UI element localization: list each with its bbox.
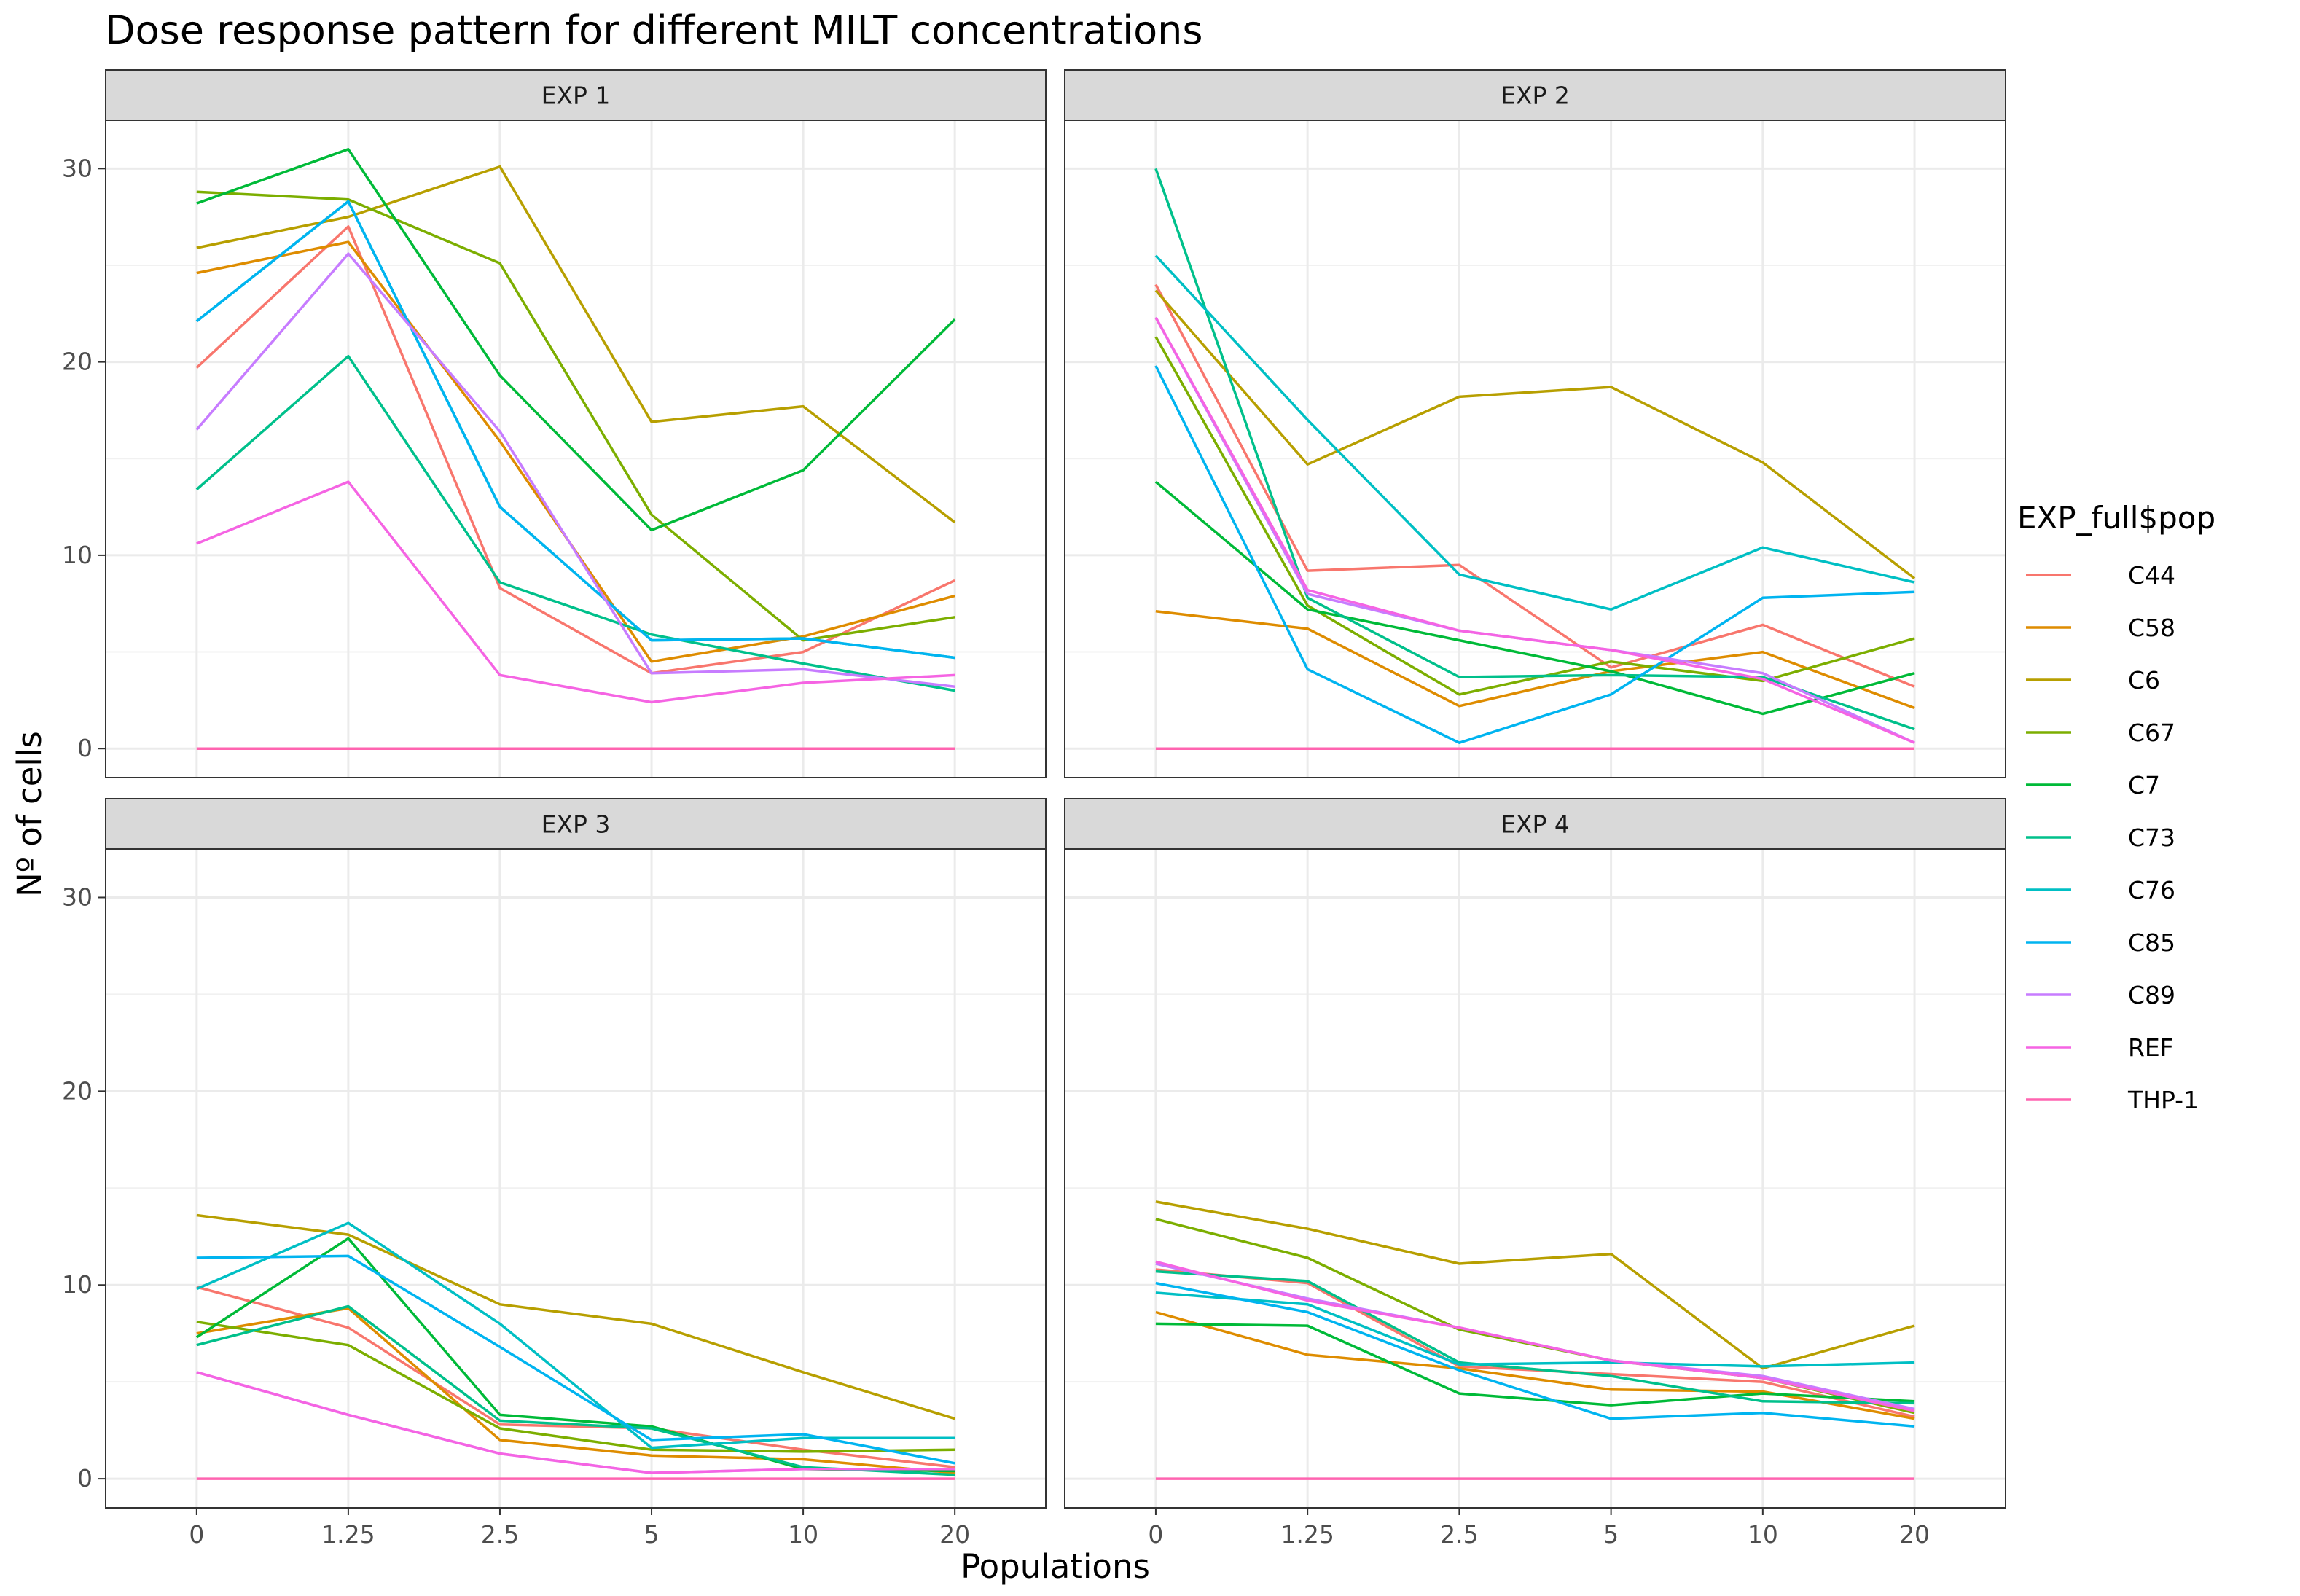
- series-line-c76: [1154, 254, 1915, 611]
- facet-strip: [105, 69, 1047, 121]
- x-tick-label: 0: [189, 1520, 204, 1549]
- series-line-c67: [196, 1321, 955, 1453]
- legend-label: C67: [2128, 719, 2175, 747]
- facet-strip: [105, 798, 1047, 850]
- series-line-c67: [196, 190, 955, 642]
- legend-label: C85: [2128, 928, 2175, 957]
- legend-label: C7: [2128, 771, 2160, 799]
- legend-label: C73: [2128, 824, 2175, 852]
- series-line-ref: [196, 480, 955, 704]
- series-line-ref: [196, 1371, 955, 1474]
- series-line-c76: [1155, 1291, 1915, 1368]
- legend-label: C58: [2128, 614, 2175, 642]
- series-line-c7: [196, 148, 956, 532]
- y-tick-label: 20: [62, 1076, 93, 1105]
- legend-label: C6: [2128, 666, 2160, 695]
- x-tick-label: 20: [939, 1520, 970, 1549]
- x-tick-label: 0: [1148, 1520, 1163, 1549]
- panel-background: [1065, 120, 2006, 778]
- y-tick-label: 30: [62, 154, 93, 182]
- series-line-c67: [1154, 336, 1915, 696]
- x-tick-label: 2.5: [481, 1520, 519, 1549]
- series-line-c58: [1155, 610, 1915, 710]
- x-tick-label: 1.25: [1280, 1520, 1334, 1549]
- facet-strip-label: EXP 3: [541, 810, 611, 839]
- series-line-c85: [196, 1254, 955, 1465]
- series-line-c6: [1154, 289, 1916, 580]
- y-tick-label: 0: [77, 1464, 93, 1493]
- series-line-c85: [1154, 365, 1915, 744]
- facet-panel-2: EXP 2: [1064, 69, 2006, 778]
- y-tick-label: 0: [77, 734, 93, 762]
- x-tick-label: 5: [1603, 1520, 1619, 1549]
- panel-background: [106, 849, 1046, 1508]
- series-line-c89: [195, 252, 955, 689]
- legend-label: REF: [2128, 1033, 2174, 1062]
- series-line-c73: [195, 354, 955, 692]
- facet-panel-1: EXP 1 0 10 20 30: [62, 69, 1047, 778]
- series-line-c7: [1154, 480, 1915, 716]
- y-tick-label: 10: [62, 1270, 93, 1299]
- legend-label: THP-1: [2127, 1086, 2199, 1114]
- y-axis-title: Nº of cells: [10, 731, 49, 897]
- facet-panel-3: EXP 3 0 10 20 30 0 1.25 2.5 5 10 20: [62, 798, 1047, 1549]
- x-tick-label: 10: [1748, 1520, 1778, 1549]
- facet-strip: [1064, 798, 2006, 850]
- panel-background: [106, 120, 1046, 778]
- panel-border: [105, 120, 1047, 778]
- facet-panel-4: EXP 4 0 1.25 2.5 5 10 20: [1064, 798, 2006, 1549]
- panel-border: [1064, 848, 2006, 1509]
- legend-label: C89: [2128, 981, 2175, 1009]
- series-line-c6: [196, 1213, 955, 1420]
- series-line-c44: [195, 225, 955, 675]
- x-tick-label: 20: [1899, 1520, 1930, 1549]
- y-tick-label: 30: [62, 883, 93, 911]
- legend: EXP_full$pop C44 C58 C6 C67 C7 C73 C76 C85 C89 REF…: [2017, 500, 2215, 1114]
- legend-label: C44: [2128, 561, 2175, 590]
- x-axis-title: Populations: [961, 1547, 1150, 1586]
- panel-border: [1064, 120, 2006, 778]
- facet-strip-label: EXP 4: [1501, 810, 1570, 839]
- x-tick-label: 10: [788, 1520, 818, 1549]
- series-line-c7: [1155, 1322, 1915, 1407]
- series-line-ref: [1155, 1260, 1915, 1412]
- chart-title: Dose response pattern for different MILT…: [105, 7, 1203, 53]
- x-tick-label: 2.5: [1440, 1520, 1478, 1549]
- series-line-c6: [1155, 1200, 1915, 1370]
- x-tick-label: 1.25: [321, 1520, 375, 1549]
- facet-strip-label: EXP 2: [1501, 82, 1570, 110]
- series-line-c58: [1155, 1310, 1915, 1420]
- facet-strip-label: EXP 1: [541, 82, 611, 110]
- y-tick-label: 20: [62, 348, 93, 376]
- legend-label: C76: [2128, 876, 2175, 904]
- y-tick-label: 10: [62, 541, 93, 569]
- x-tick-label: 5: [644, 1520, 660, 1549]
- legend-title: EXP_full$pop: [2017, 500, 2215, 536]
- panel-border: [105, 848, 1047, 1509]
- series-line-c85: [195, 200, 955, 660]
- series-line-ref: [1154, 316, 1915, 744]
- series-line-c73: [1155, 1270, 1915, 1405]
- series-line-c85: [1155, 1281, 1915, 1428]
